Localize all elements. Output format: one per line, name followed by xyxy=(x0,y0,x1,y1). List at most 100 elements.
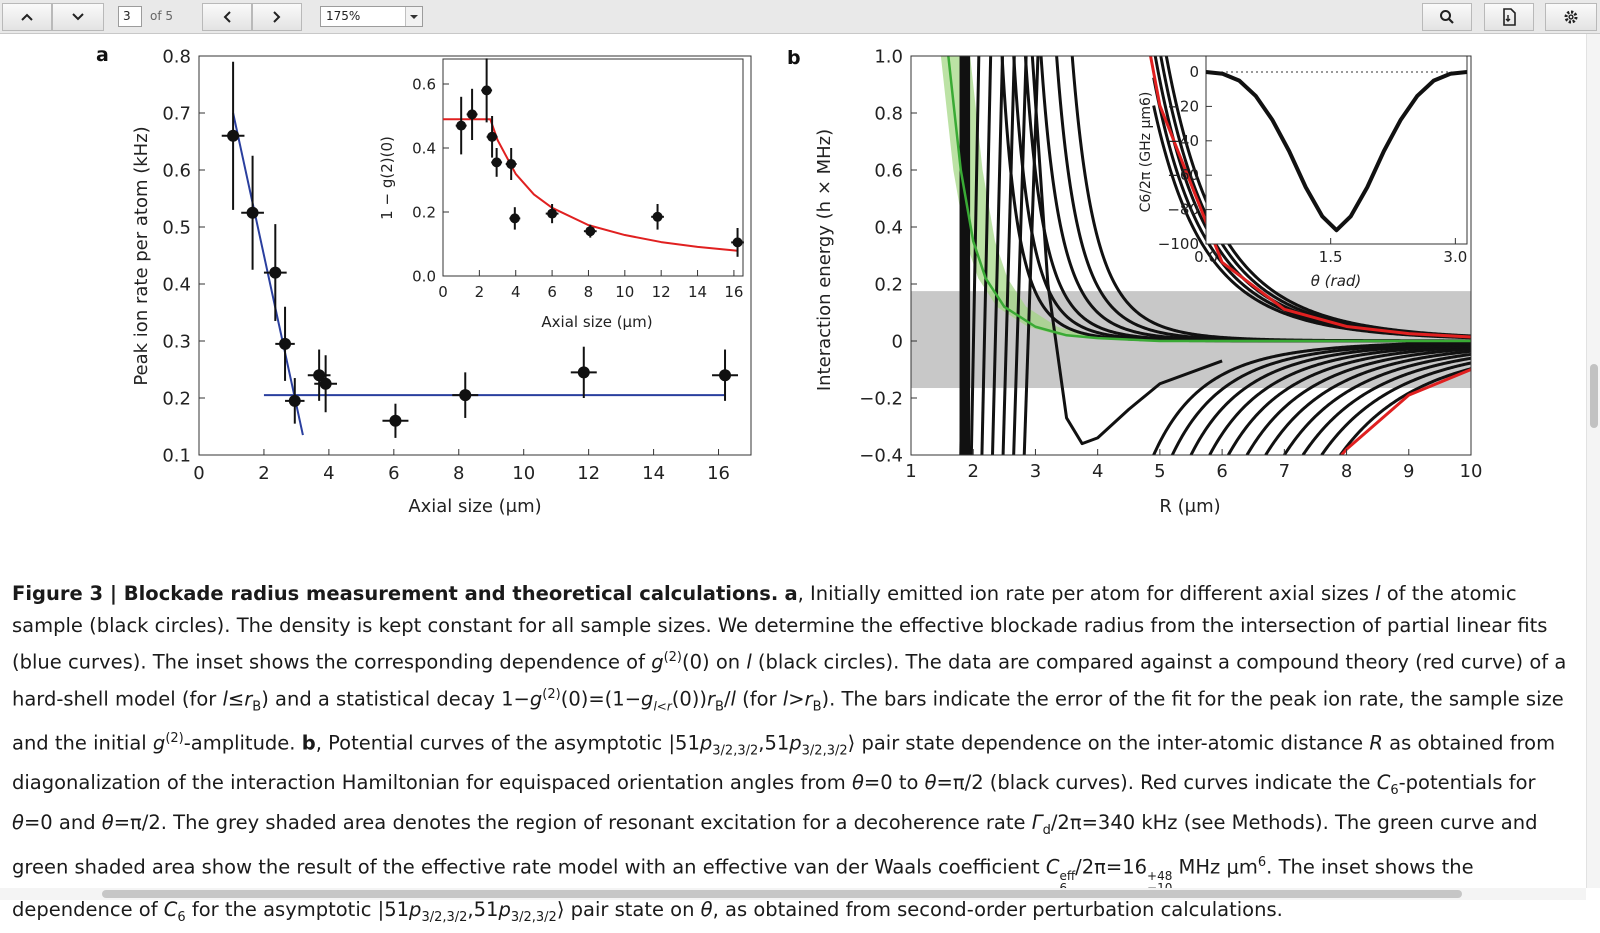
panel-a-ylabel: Peak ion rate per atom (kHz) xyxy=(131,126,152,385)
data-point xyxy=(491,157,502,168)
black-potential-curve xyxy=(1264,349,1471,455)
data-point xyxy=(456,120,467,131)
caption-text: / xyxy=(723,687,731,710)
caption-var: p xyxy=(789,731,802,755)
caption-text: MHz μm xyxy=(1172,855,1258,879)
horizontal-scrollbar[interactable] xyxy=(0,888,1586,900)
panel-b-series xyxy=(911,56,1471,455)
caption-var: r xyxy=(707,687,716,710)
chevron-up-icon xyxy=(21,13,33,21)
vertical-scrollbar[interactable] xyxy=(1586,34,1600,888)
data-point xyxy=(506,159,517,169)
black-potential-curve xyxy=(1301,356,1471,455)
caption-text: =0 to xyxy=(863,771,925,795)
next-page-button[interactable] xyxy=(52,3,104,31)
x-tick-label: 10 xyxy=(512,463,535,484)
zoom-value: 175% xyxy=(326,9,361,23)
y-tick-label: 0.2 xyxy=(874,274,903,295)
data-point xyxy=(652,211,663,222)
caption-text: ,51 xyxy=(758,731,790,755)
x-tick-label: 2 xyxy=(967,461,978,482)
caption-sub: 3/2,3/2 xyxy=(510,909,557,925)
y-tick-label: 0.5 xyxy=(162,217,191,238)
panel-b-frame xyxy=(910,55,1472,456)
y-tick-label: 0.8 xyxy=(162,46,191,67)
figure-caption: Figure 3 | Blockade radius measurement a… xyxy=(12,578,1572,933)
zoom-select[interactable]: 175% xyxy=(320,6,423,27)
green-rate-model-curve xyxy=(947,56,1471,343)
x-tick-label: 10 xyxy=(1460,461,1483,482)
caption-text: of the atomic sample (black circles). Th… xyxy=(12,582,1548,674)
caption-var: g xyxy=(641,687,654,710)
panel-b-xlabel: R (μm) xyxy=(1159,496,1220,517)
y-tick-label: −100 xyxy=(1158,235,1199,253)
y-tick-label: 0.6 xyxy=(874,160,903,181)
x-tick-label: 10 xyxy=(615,283,634,301)
caption-text: ) and a statistical decay 1− xyxy=(261,687,530,710)
inset-a-ylabel: 1 − g(2)(0) xyxy=(378,136,396,220)
document-page: a b 0 2 4 6 8 10 12 14 16 0.1 0.2 0.3 0.4 0.5 0.6 0.7 0.… xyxy=(0,34,1586,924)
caption-text: (0)=(1− xyxy=(560,687,642,710)
data-point xyxy=(319,377,332,390)
caption-var: θ xyxy=(12,811,24,835)
caption-sub: 6 xyxy=(1060,882,1076,894)
forward-button[interactable] xyxy=(252,3,302,31)
black-potential-curve xyxy=(991,56,1004,455)
caption-var: l xyxy=(730,687,736,710)
caption-sub: l<r xyxy=(653,698,672,713)
c6-theta-curve xyxy=(1205,70,1468,233)
panel-b-plot: 1 2 3 4 5 6 7 8 9 10 1.0 0.8 0.6 0.4 0.2 0 −0.2 −0.4 R (μ… xyxy=(814,46,1483,517)
caption-text: (0) on xyxy=(682,650,747,674)
caption-var: g xyxy=(651,650,664,674)
caption-sup: (2) xyxy=(663,650,682,665)
x-tick-label: 6 xyxy=(388,463,399,484)
settings-button[interactable] xyxy=(1545,3,1597,31)
x-tick-label: 4 xyxy=(323,463,334,484)
horizontal-scroll-thumb[interactable] xyxy=(102,890,1462,898)
caption-var: C xyxy=(1376,771,1391,795)
caption-var: Γ xyxy=(1031,811,1043,835)
vertical-scroll-thumb[interactable] xyxy=(1590,364,1598,428)
page-number-input[interactable]: 3 xyxy=(118,6,142,27)
caption-text: (for xyxy=(735,687,783,710)
x-tick-label: 7 xyxy=(1279,461,1290,482)
caption-text: ⟩ pair state on xyxy=(556,897,701,921)
x-tick-label: 0 xyxy=(193,463,204,484)
caption-text: -amplitude. xyxy=(183,731,302,755)
black-potential-curve xyxy=(1245,347,1471,455)
x-tick-label: 3 xyxy=(1030,461,1041,482)
inset-b-axes: 0.0 1.5 3.0 0 −20 −40 −60 −80 −100 xyxy=(1158,63,1467,266)
x-tick-label: 12 xyxy=(652,283,671,301)
y-tick-label: 0.4 xyxy=(412,139,436,157)
search-button[interactable] xyxy=(1422,3,1472,31)
y-tick-label: 0.2 xyxy=(412,203,436,221)
caption-text: =0 xyxy=(23,811,53,835)
x-tick-label: 3.0 xyxy=(1443,248,1467,266)
black-potential-curve xyxy=(1189,342,1471,455)
caption-text: ⟩ pair state dependence on the inter-ato… xyxy=(847,731,1370,755)
data-point xyxy=(585,226,596,237)
caption-var: θ xyxy=(851,771,864,795)
caption-var: p xyxy=(409,897,422,921)
caption-text: and xyxy=(52,811,102,835)
caption-sub: d xyxy=(1042,823,1051,839)
save-document-button[interactable] xyxy=(1484,3,1534,31)
document-download-icon xyxy=(1503,8,1516,26)
x-tick-label: 4 xyxy=(1092,461,1103,482)
data-point xyxy=(279,337,292,350)
inset-a-xlabel: Axial size (μm) xyxy=(541,313,652,331)
page-count: of 5 xyxy=(150,9,174,23)
y-tick-label: 0 xyxy=(892,331,903,352)
chevron-right-icon xyxy=(273,11,281,23)
x-tick-label: 1 xyxy=(905,461,916,482)
y-tick-label: 0 xyxy=(1189,63,1199,81)
x-tick-label: 12 xyxy=(577,463,600,484)
back-button[interactable] xyxy=(202,3,252,31)
data-point xyxy=(577,366,590,379)
previous-page-button[interactable] xyxy=(2,3,52,31)
data-point xyxy=(313,369,326,382)
caption-text: , as obtained from second-order perturba… xyxy=(712,897,1283,921)
y-tick-label: −60 xyxy=(1167,166,1199,184)
panel-a-label: a xyxy=(96,44,109,66)
x-tick-label: 0.0 xyxy=(1194,248,1218,266)
